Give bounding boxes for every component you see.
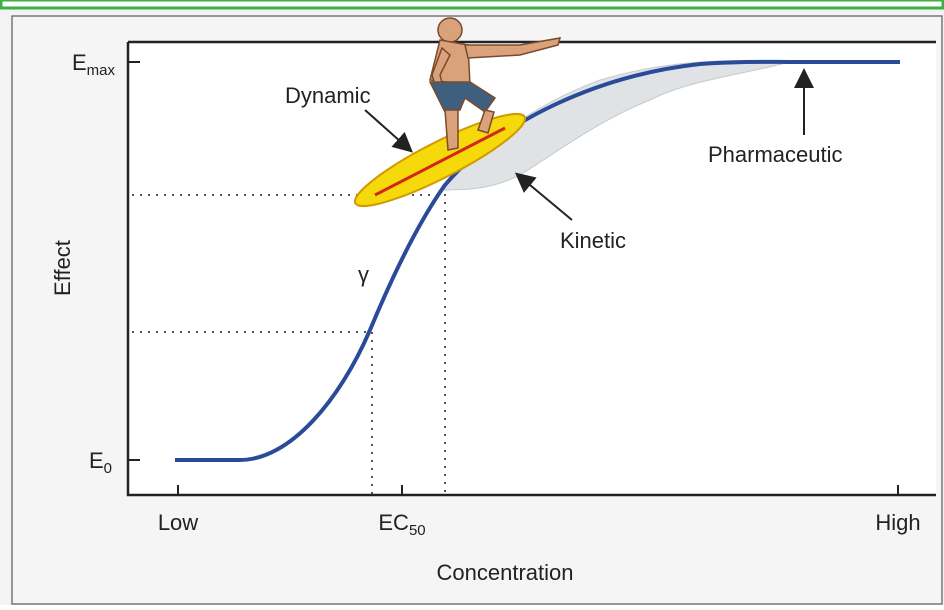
kinetic-label: Kinetic [560,228,626,253]
y-axis-label: Effect [50,240,75,296]
dynamic-label: Dynamic [285,83,371,108]
tick-sub: 0 [104,460,112,477]
pharmaceutic-label: Pharmaceutic [708,142,843,167]
tick-sub: 50 [409,522,426,539]
tick-sub: max [87,62,116,79]
tick-main: E [89,448,104,473]
tick-main: EC [378,510,409,535]
top-bar [1,0,943,8]
tick-main: E [72,50,87,75]
gamma-label: γ [358,262,369,287]
plot-area [128,42,936,495]
page: Emax E0 Low EC50 High Concentration Effe… [0,0,944,605]
x-tick-label: Low [158,510,198,535]
x-tick-label: High [875,510,920,535]
diagram: Emax E0 Low EC50 High Concentration Effe… [0,0,944,605]
x-axis-label: Concentration [437,560,574,585]
